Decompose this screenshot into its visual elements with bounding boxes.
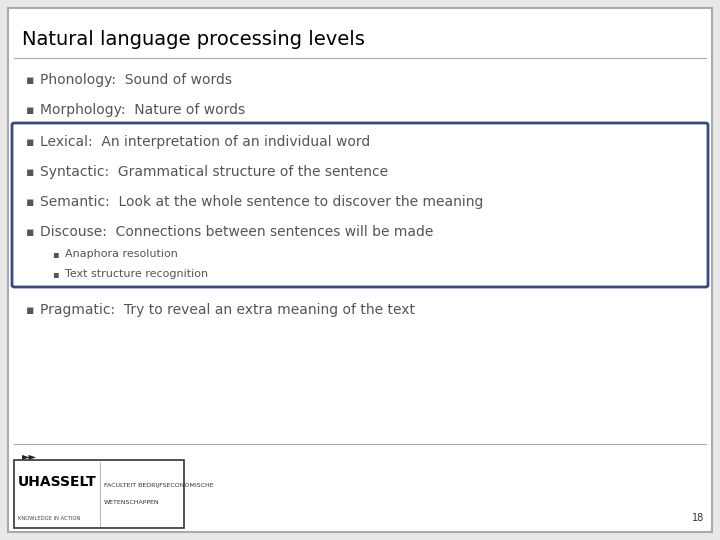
Text: ▪: ▪: [26, 303, 35, 316]
FancyBboxPatch shape: [8, 8, 712, 532]
Text: UHASSELT: UHASSELT: [18, 475, 96, 489]
Text: Lexical:  An interpretation of an individual word: Lexical: An interpretation of an individ…: [40, 135, 370, 149]
Text: Syntactic:  Grammatical structure of the sentence: Syntactic: Grammatical structure of the …: [40, 165, 388, 179]
Text: Anaphora resolution: Anaphora resolution: [65, 249, 178, 259]
FancyBboxPatch shape: [14, 460, 184, 528]
Text: ▪: ▪: [26, 104, 35, 117]
Text: ▪: ▪: [26, 226, 35, 239]
Text: ▪: ▪: [52, 249, 58, 259]
Text: ▪: ▪: [26, 195, 35, 208]
Text: Pragmatic:  Try to reveal an extra meaning of the text: Pragmatic: Try to reveal an extra meanin…: [40, 303, 415, 317]
FancyBboxPatch shape: [12, 123, 708, 287]
Text: KNOWLEDGE IN ACTION: KNOWLEDGE IN ACTION: [18, 516, 80, 521]
Text: Morphology:  Nature of words: Morphology: Nature of words: [40, 103, 245, 117]
Text: Phonology:  Sound of words: Phonology: Sound of words: [40, 73, 232, 87]
Text: 18: 18: [692, 513, 704, 523]
Text: Natural language processing levels: Natural language processing levels: [22, 30, 365, 49]
Text: Discouse:  Connections between sentences will be made: Discouse: Connections between sentences …: [40, 225, 433, 239]
Text: ▪: ▪: [26, 136, 35, 148]
Text: ▪: ▪: [52, 269, 58, 279]
Text: WETENSCHAPPEN: WETENSCHAPPEN: [104, 500, 160, 504]
Text: ▪: ▪: [26, 73, 35, 86]
Text: Text structure recognition: Text structure recognition: [65, 269, 208, 279]
Text: ▪: ▪: [26, 165, 35, 179]
Text: Semantic:  Look at the whole sentence to discover the meaning: Semantic: Look at the whole sentence to …: [40, 195, 483, 209]
Text: FACULTEIT BEDRIJFSECONOMISCHE: FACULTEIT BEDRIJFSECONOMISCHE: [104, 483, 214, 489]
Text: ►►: ►►: [22, 451, 37, 461]
